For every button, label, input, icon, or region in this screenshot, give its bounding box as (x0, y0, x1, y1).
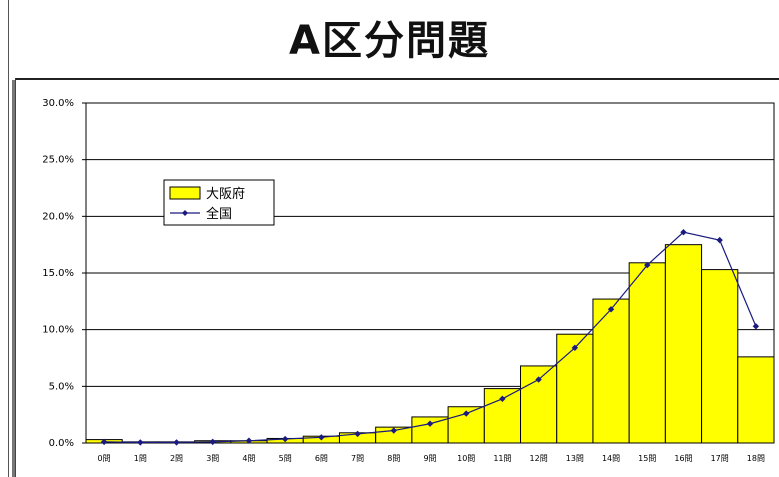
line-point (281, 435, 289, 443)
y-tick-label: 25.0% (42, 155, 74, 166)
x-tick-label: 7問 (351, 454, 364, 463)
x-tick-label: 16問 (674, 454, 692, 463)
line-point (390, 427, 397, 434)
bar (737, 356, 775, 444)
left-border-line (8, 0, 9, 477)
line-point (173, 439, 180, 446)
bar (628, 262, 666, 444)
bar (592, 298, 630, 444)
line-point (752, 323, 760, 330)
x-tick-label: 10問 (457, 454, 475, 463)
x-tick-label: 18問 (747, 454, 765, 463)
legend-label-line: 全国 (206, 206, 232, 222)
x-tick-label: 6問 (315, 454, 328, 463)
legend-label-bar: 大阪府 (206, 187, 245, 202)
line-point (100, 438, 108, 446)
y-tick-label: 10.0% (42, 325, 74, 336)
axes (82, 102, 86, 444)
line-point (607, 306, 615, 313)
line-point (354, 430, 361, 438)
x-tick-label: 3問 (206, 454, 219, 463)
bar (556, 333, 594, 444)
bar (664, 244, 703, 444)
tick-labels: 0.0% 5.0% 10.0% 15.0% 20.0% 25.0% 30.0% 0問 1問 2問 3… (42, 98, 765, 463)
x-tick-label: 14問 (602, 454, 620, 463)
x-tick-label: 4問 (242, 454, 255, 463)
x-tick-label: 15問 (638, 454, 656, 463)
line-point (426, 420, 434, 427)
line-point (209, 438, 216, 446)
chart-frame: 0.0% 5.0% 10.0% 15.0% 20.0% 25.0% 30.0% 0問 1問 2問 3… (15, 78, 779, 477)
x-tick-label: 13問 (566, 454, 584, 463)
line-point (499, 395, 506, 402)
line-point (318, 434, 325, 441)
y-tick-label: 0.0% (49, 438, 74, 449)
line-point (137, 439, 144, 446)
line-point (644, 261, 651, 269)
y-tick-label: 20.0% (42, 211, 74, 222)
y-tick-label: 30.0% (42, 98, 74, 109)
line-point (535, 376, 542, 383)
line-point (680, 229, 687, 236)
left-border-bar (12, 80, 15, 477)
x-tick-label: 11問 (493, 454, 511, 463)
y-tick-label: 15.0% (42, 268, 74, 279)
legend-swatch-marker (182, 210, 188, 216)
line-point (463, 410, 470, 417)
x-tick-label: 17問 (711, 454, 729, 463)
chart-title: A区分問題 (289, 18, 490, 64)
legend-swatch-bar (169, 186, 201, 200)
x-tick-label: 12問 (530, 454, 548, 463)
x-tick-label: 1問 (134, 454, 147, 463)
bar-series (85, 244, 775, 444)
line-point (245, 437, 253, 444)
x-tick-label: 8問 (387, 454, 400, 463)
line-series (100, 229, 760, 446)
line-point (716, 236, 723, 244)
line-point (571, 344, 579, 351)
bar (701, 269, 739, 444)
x-tick-label: 2問 (170, 454, 183, 463)
chart-svg: 0.0% 5.0% 10.0% 15.0% 20.0% 25.0% 30.0% 0問 1問 2問 3… (42, 98, 775, 463)
x-tick-label: 9問 (423, 454, 436, 463)
x-tick-label: 5問 (279, 454, 292, 463)
x-tick-label: 0問 (98, 454, 111, 463)
y-tick-label: 5.0% (49, 381, 74, 392)
